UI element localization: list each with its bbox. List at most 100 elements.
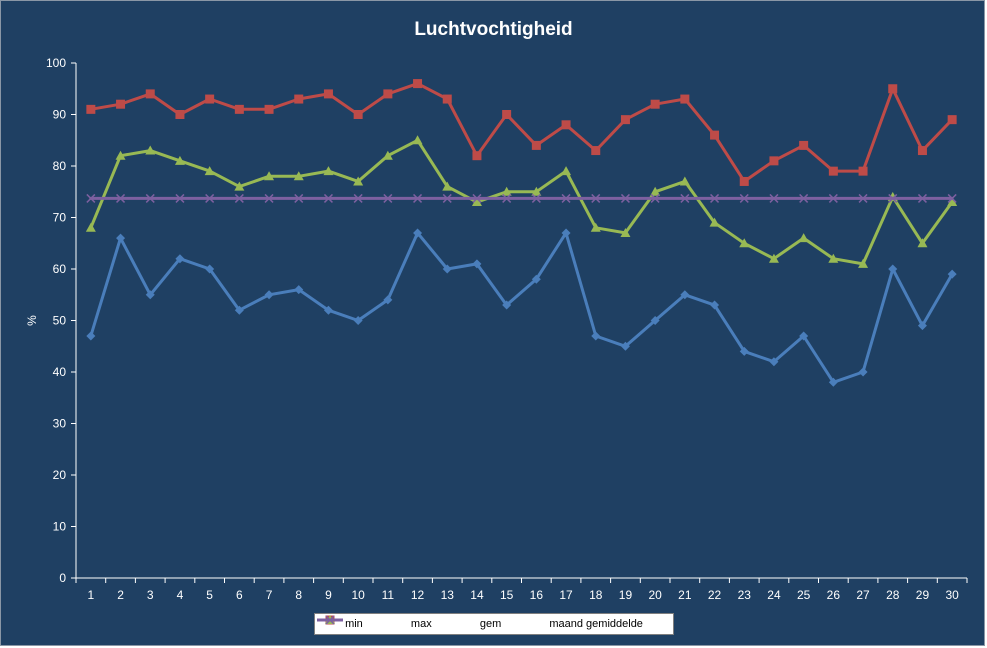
data-point-gem — [353, 176, 364, 186]
x-tick-label: 29 — [916, 588, 930, 602]
data-point-maand-gemiddelde — [769, 193, 779, 203]
x-tick-label: 11 — [382, 588, 395, 602]
data-point-max — [561, 120, 571, 130]
data-point-gem — [679, 176, 690, 186]
data-point-min — [710, 300, 720, 310]
data-point-max — [858, 166, 868, 176]
data-point-max — [175, 110, 185, 119]
data-point-min — [650, 316, 660, 325]
data-point-gem — [650, 186, 661, 196]
data-point-maand-gemiddelde — [591, 193, 601, 203]
data-point-min — [739, 346, 749, 356]
data-point-min — [353, 316, 363, 325]
y-tick-label: 70 — [53, 211, 67, 225]
data-point-maand-gemiddelde — [650, 193, 660, 203]
data-point-max — [323, 89, 333, 99]
x-tick-label: 8 — [295, 588, 302, 602]
data-point-gem — [917, 238, 928, 248]
legend-item: gem — [317, 615, 501, 630]
data-point-max — [353, 110, 363, 119]
data-point-max — [620, 115, 630, 125]
data-point-min — [442, 264, 452, 274]
data-point-max — [472, 151, 482, 161]
y-tick-label: 20 — [53, 468, 67, 482]
data-point-max — [442, 94, 452, 104]
data-point-min — [472, 259, 482, 269]
data-point-max — [116, 99, 126, 109]
data-point-max — [264, 104, 274, 114]
data-point-min — [175, 254, 185, 264]
data-point-gem — [293, 171, 304, 181]
data-point-max — [591, 146, 601, 156]
data-point-maand-gemiddelde — [442, 193, 452, 203]
data-point-maand-gemiddelde — [561, 193, 571, 203]
legend-label: min — [345, 618, 363, 630]
data-point-maand-gemiddelde — [264, 193, 274, 203]
x-tick-label: 5 — [206, 588, 213, 602]
data-point-maand-gemiddelde — [680, 193, 690, 203]
data-point-min — [561, 228, 571, 238]
data-point-maand-gemiddelde — [353, 193, 363, 203]
data-point-maand-gemiddelde — [175, 193, 185, 203]
data-point-min — [323, 305, 333, 315]
data-point-min — [205, 264, 215, 274]
data-point-maand-gemiddelde — [472, 193, 482, 203]
series-line-gem — [89, 138, 954, 266]
data-point-maand-gemiddelde — [620, 193, 630, 203]
data-point-min — [234, 305, 244, 315]
x-tick-label: 25 — [797, 588, 811, 602]
x-tick-label: 28 — [886, 588, 900, 602]
y-tick-label: 60 — [53, 262, 67, 276]
data-point-min — [888, 264, 898, 274]
y-tick-label: 80 — [53, 159, 67, 173]
data-point-maand-gemiddelde — [383, 193, 393, 203]
data-point-maand-gemiddelde — [323, 193, 333, 203]
data-point-max — [710, 130, 720, 140]
x-tick-label: 24 — [767, 588, 781, 602]
data-point-min — [145, 290, 155, 300]
data-point-max — [234, 104, 244, 114]
data-point-min — [769, 357, 779, 367]
data-point-gem — [561, 166, 572, 176]
data-point-max — [413, 79, 423, 89]
data-point-max — [650, 99, 660, 109]
data-point-gem — [323, 166, 334, 176]
data-point-min — [413, 228, 423, 238]
legend: min max gem maand gemiddelde — [314, 613, 674, 635]
x-tick-label: 16 — [530, 588, 544, 602]
data-point-maand-gemiddelde — [828, 193, 838, 203]
data-point-maand-gemiddelde — [502, 193, 512, 203]
y-tick-label: 50 — [53, 314, 67, 328]
data-point-gem — [204, 166, 215, 176]
legend-item: max — [317, 615, 432, 630]
data-point-maand-gemiddelde — [799, 193, 809, 203]
data-point-min — [383, 295, 393, 305]
x-tick-label: 10 — [351, 588, 365, 602]
x-tick-label: 13 — [441, 588, 455, 602]
data-point-maand-gemiddelde — [145, 193, 155, 203]
x-tick-label: 27 — [856, 588, 870, 602]
data-point-max — [86, 104, 96, 114]
data-point-max — [383, 89, 393, 99]
data-point-maand-gemiddelde — [531, 193, 541, 203]
data-point-gem — [858, 258, 869, 268]
x-tick-label: 30 — [945, 588, 959, 602]
y-tick-label: 30 — [53, 417, 67, 431]
data-point-maand-gemiddelde — [86, 193, 96, 203]
x-tick-label: 15 — [500, 588, 514, 602]
x-tick-label: 20 — [648, 588, 662, 602]
data-point-gem — [590, 222, 601, 232]
x-tick-label: 21 — [678, 588, 692, 602]
x-tick-label: 7 — [266, 588, 273, 602]
data-point-gem — [947, 197, 958, 207]
data-point-gem — [442, 181, 453, 191]
data-point-min — [591, 331, 601, 341]
data-point-gem — [768, 253, 779, 263]
legend-item: min — [317, 615, 363, 630]
legend-swatch-icon — [317, 615, 343, 625]
data-point-maand-gemiddelde — [116, 193, 126, 203]
legend-item: maand gemiddelde — [317, 615, 643, 630]
x-tick-label: 2 — [117, 588, 124, 602]
